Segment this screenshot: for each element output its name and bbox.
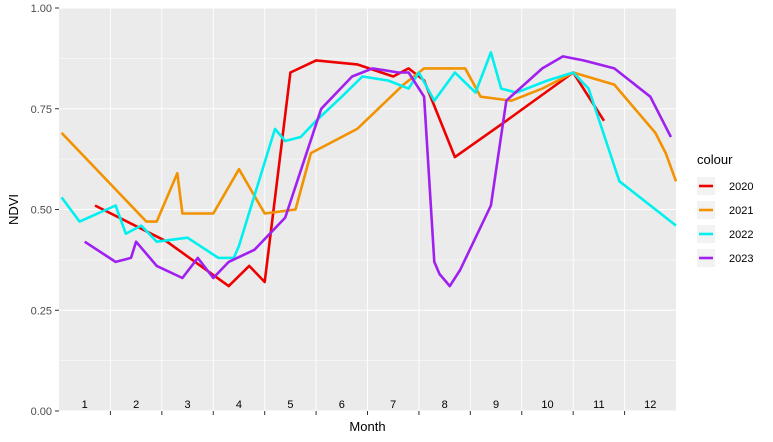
legend-title: colour: [697, 152, 733, 167]
series-line-2022: [60, 50, 677, 260]
legend-label-2020: 2020: [729, 181, 753, 193]
series-line-2021: [60, 67, 678, 223]
month-label: 8: [442, 399, 448, 411]
month-label: 10: [541, 399, 553, 411]
y-tick-label: 0.25: [31, 305, 52, 317]
legend-label-2023: 2023: [729, 253, 753, 265]
month-label: 7: [390, 399, 396, 411]
month-label: 12: [644, 399, 656, 411]
axes: 0.00 0.25 0.50 0.75 1.00 Month NDVI: [6, 3, 626, 434]
month-label: 11: [593, 399, 604, 411]
series-lines: [60, 50, 678, 288]
month-label: 1: [82, 399, 88, 411]
month-label: 3: [184, 399, 190, 411]
legend-label-2021: 2021: [729, 205, 753, 217]
series-line-2023: [83, 55, 673, 288]
y-tick-label: 0.75: [31, 104, 52, 116]
y-axis-title: NDVI: [6, 194, 21, 225]
series-line-2020: [94, 59, 606, 288]
legend: colour 2020 2021 2022 2023: [697, 152, 753, 267]
x-axis-title: Month: [349, 419, 385, 434]
legend-label-2022: 2022: [729, 229, 753, 241]
month-label: 4: [236, 399, 242, 411]
month-labels: 1 2 3 4 5 6 7 8 9 10 11 12: [82, 399, 657, 411]
month-label: 5: [287, 399, 293, 411]
month-label: 2: [133, 399, 139, 411]
y-tick-label: 0.50: [31, 205, 52, 217]
month-label: 6: [339, 399, 345, 411]
y-tick-label: 0.00: [31, 406, 52, 418]
y-tick-label: 1.00: [31, 3, 52, 15]
month-label: 9: [493, 399, 499, 411]
